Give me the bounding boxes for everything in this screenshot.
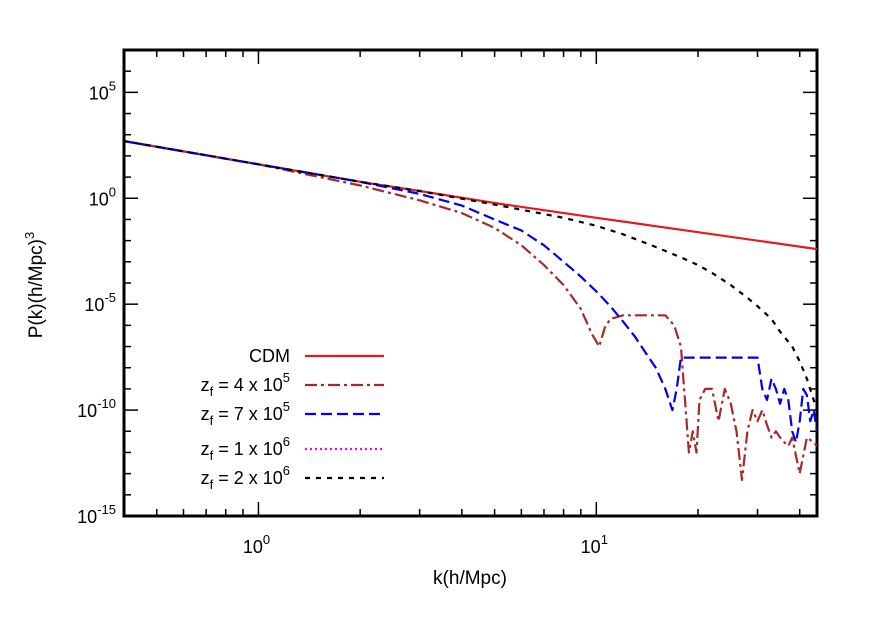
x-tick-label: 100	[243, 532, 270, 557]
series-line-0	[124, 140, 817, 251]
legend-label-4: zf = 2 x 106	[201, 463, 290, 492]
y-axis-label-base: P(k)(h/Mpc)	[26, 239, 47, 338]
series-line-4	[124, 140, 817, 411]
y-tick-label: 105	[89, 78, 116, 103]
tick-labels: 105 100 10-5 10-10 10-15 100 101	[77, 78, 608, 557]
y-tick-label: 10-10	[77, 396, 116, 421]
legend-label-2: zf = 7 x 105	[201, 399, 290, 428]
y-tick-label: 10-5	[84, 290, 116, 315]
series-lines	[124, 140, 817, 482]
series-line-2	[124, 140, 817, 444]
y-axis-label: P(k)(h/Mpc)3	[22, 232, 47, 338]
legend-label-0: CDM	[249, 346, 290, 366]
y-tick-label: 100	[89, 184, 116, 209]
y-axis-label-exp: 3	[22, 232, 37, 239]
axis-ticks	[123, 49, 817, 517]
series-line-1	[124, 140, 817, 482]
x-tick-label: 101	[581, 532, 608, 557]
legend-label-1: zf = 4 x 105	[201, 370, 290, 399]
legend-label-3: zf = 1 x 106	[201, 434, 290, 463]
y-tick-label: 10-15	[77, 502, 116, 527]
x-axis-label: k(h/Mpc)	[433, 568, 507, 589]
